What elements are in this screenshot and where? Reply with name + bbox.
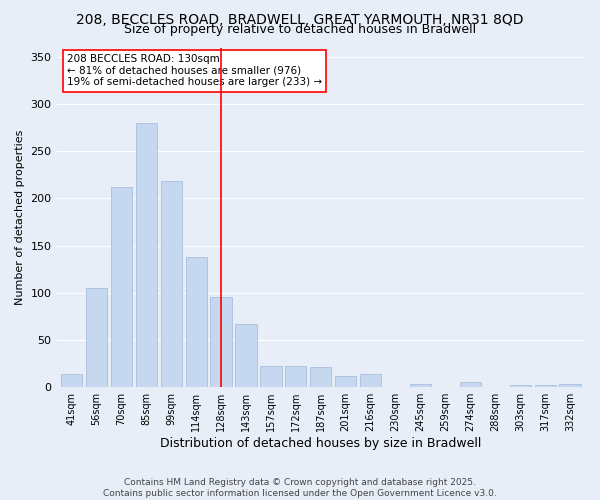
- Bar: [535, 386, 556, 387]
- Bar: [111, 187, 132, 387]
- Bar: [460, 382, 481, 387]
- Bar: [235, 324, 257, 387]
- Bar: [185, 257, 207, 387]
- Text: Size of property relative to detached houses in Bradwell: Size of property relative to detached ho…: [124, 22, 476, 36]
- Bar: [136, 123, 157, 387]
- Text: Contains HM Land Registry data © Crown copyright and database right 2025.
Contai: Contains HM Land Registry data © Crown c…: [103, 478, 497, 498]
- Y-axis label: Number of detached properties: Number of detached properties: [15, 130, 25, 305]
- Bar: [335, 376, 356, 387]
- Bar: [559, 384, 581, 387]
- Bar: [211, 296, 232, 387]
- Bar: [161, 182, 182, 387]
- Bar: [260, 366, 281, 387]
- Bar: [86, 288, 107, 387]
- Bar: [61, 374, 82, 387]
- X-axis label: Distribution of detached houses by size in Bradwell: Distribution of detached houses by size …: [160, 437, 481, 450]
- Text: 208 BECCLES ROAD: 130sqm
← 81% of detached houses are smaller (976)
19% of semi-: 208 BECCLES ROAD: 130sqm ← 81% of detach…: [67, 54, 322, 88]
- Bar: [360, 374, 381, 387]
- Bar: [410, 384, 431, 387]
- Bar: [310, 368, 331, 387]
- Bar: [509, 386, 531, 387]
- Text: 208, BECCLES ROAD, BRADWELL, GREAT YARMOUTH, NR31 8QD: 208, BECCLES ROAD, BRADWELL, GREAT YARMO…: [76, 12, 524, 26]
- Bar: [285, 366, 307, 387]
